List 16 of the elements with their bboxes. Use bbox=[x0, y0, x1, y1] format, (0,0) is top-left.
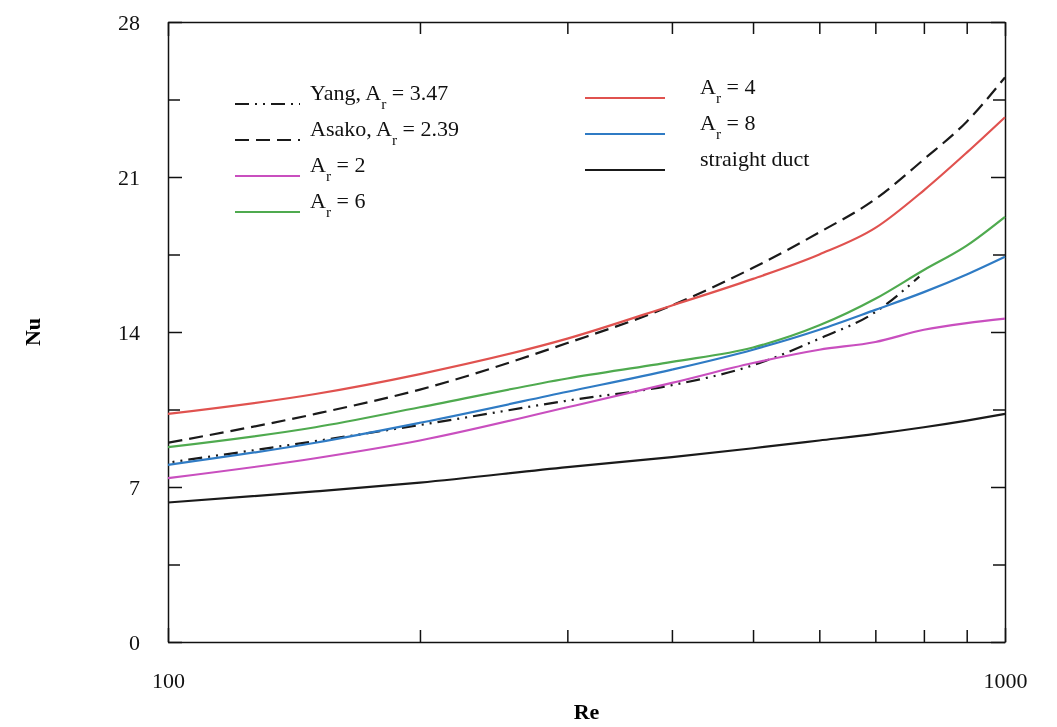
x-tick-label: 100 bbox=[152, 667, 185, 693]
x-tick-label: 1000 bbox=[983, 667, 1028, 693]
legend-label: A$_{r}$ = 4 bbox=[700, 74, 756, 106]
legend-label: A$_{r}$ = 8 bbox=[700, 110, 756, 142]
y-tick-label: 0 bbox=[129, 629, 140, 655]
y-tick-label: 7 bbox=[129, 474, 140, 500]
y-tick-label: 21 bbox=[118, 164, 140, 190]
y-axis-title: Nu bbox=[20, 317, 45, 347]
legend-label: A$_{r}$ = 6 bbox=[310, 188, 366, 220]
legend-label: Asako, A$_{r}$ = 2.39 bbox=[310, 116, 459, 148]
legend-label: straight duct bbox=[700, 146, 810, 171]
x-axis-title: Re bbox=[573, 699, 600, 724]
legend-label: A$_{r}$ = 2 bbox=[310, 152, 366, 184]
legend-label: Yang, A$_{r}$ = 3.47 bbox=[310, 80, 449, 112]
y-tick-label: 28 bbox=[118, 9, 140, 35]
y-tick-label: 14 bbox=[118, 319, 140, 345]
